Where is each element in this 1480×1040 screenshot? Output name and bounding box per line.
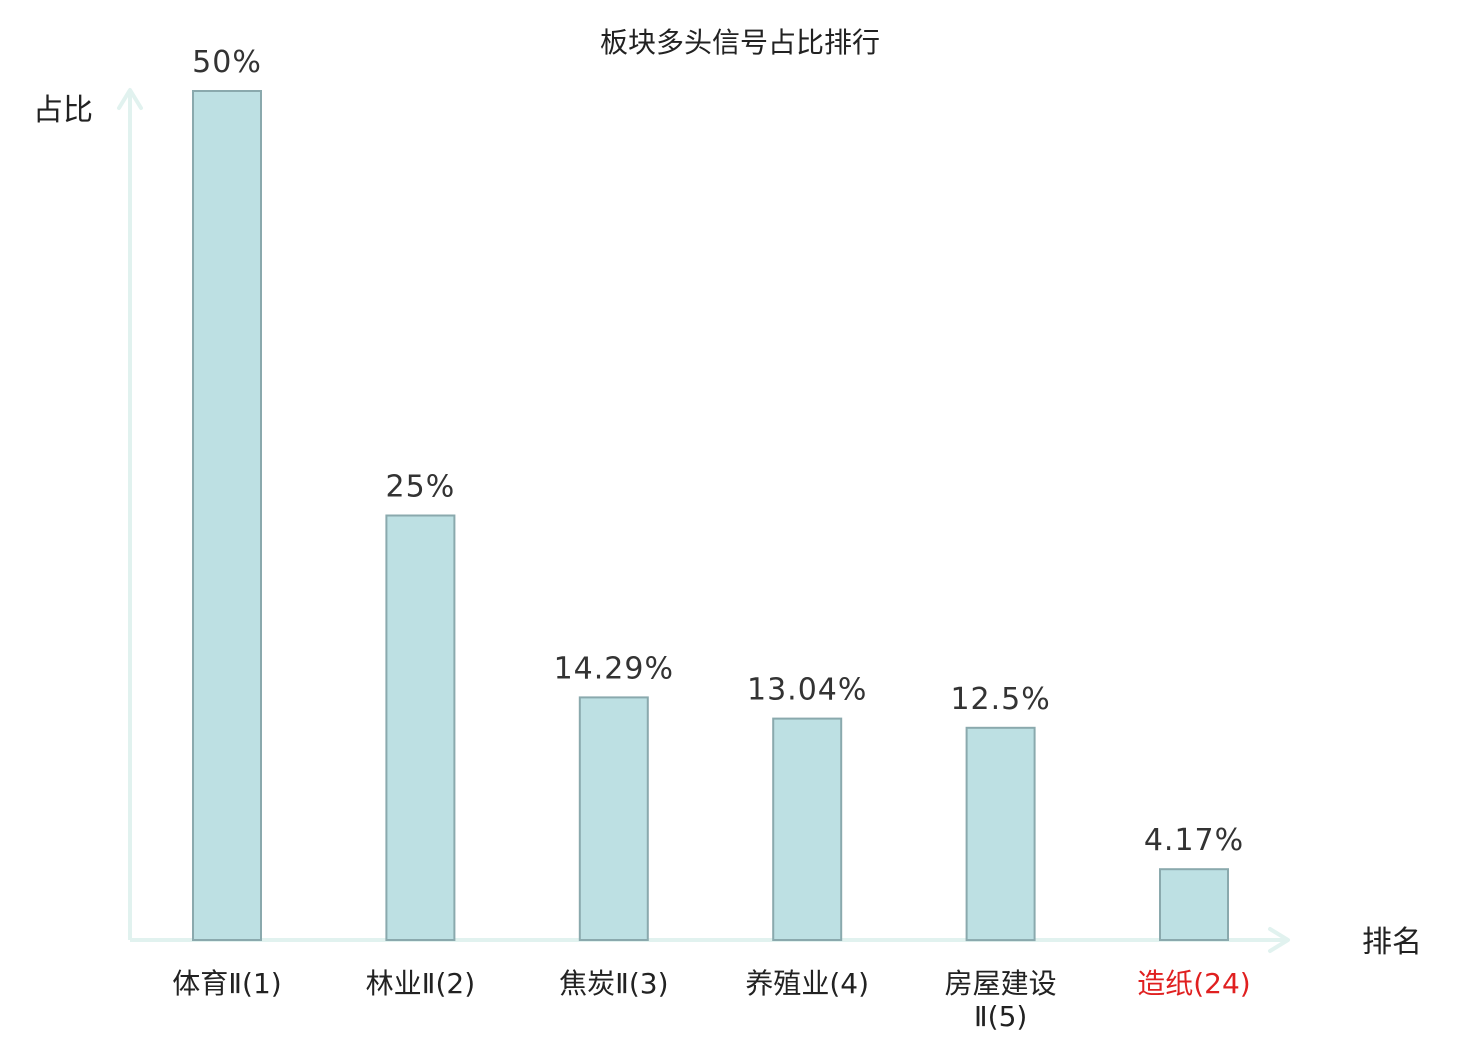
bar-value-label: 50% bbox=[192, 45, 262, 80]
bar-value-label: 13.04% bbox=[747, 673, 867, 708]
bar bbox=[1159, 868, 1229, 942]
bar bbox=[578, 696, 649, 942]
value-labels: 50% 25% 14.29% 13.04% 12.5% 4.17% bbox=[192, 45, 1244, 858]
x-tick-label: 造纸(24) bbox=[1137, 967, 1250, 1000]
x-axis-label: 排名 bbox=[1362, 925, 1422, 960]
chart-title: 板块多头信号占比排行 bbox=[600, 26, 880, 59]
y-axis bbox=[117, 88, 143, 940]
bar bbox=[385, 514, 456, 941]
bar-value-label: 12.5% bbox=[950, 682, 1050, 717]
bar bbox=[772, 717, 843, 941]
y-axis-label: 占比 bbox=[33, 93, 93, 128]
x-axis-arrowhead bbox=[1268, 927, 1290, 953]
x-tick-label: 焦炭Ⅱ(3) bbox=[559, 967, 668, 1000]
bar bbox=[965, 726, 1036, 942]
x-tick-label: 体育Ⅱ(1) bbox=[172, 967, 281, 1000]
bar bbox=[192, 90, 262, 941]
bar-value-label: 4.17% bbox=[1144, 823, 1244, 858]
bars bbox=[192, 90, 1229, 942]
x-axis bbox=[130, 927, 1290, 953]
y-axis-arrowhead bbox=[117, 88, 143, 110]
x-tick-label: 房屋建设 Ⅱ(5) bbox=[945, 967, 1057, 1033]
category-labels: 体育Ⅱ(1) 林业Ⅱ(2) 焦炭Ⅱ(3) 养殖业(4) 房屋建设 Ⅱ(5) 造纸(24) bbox=[172, 967, 1250, 1033]
x-tick-label: 林业Ⅱ(2) bbox=[366, 967, 475, 1000]
x-tick-label: 养殖业(4) bbox=[745, 967, 869, 1000]
bar-value-label: 14.29% bbox=[554, 651, 674, 686]
bar-value-label: 25% bbox=[386, 470, 456, 505]
